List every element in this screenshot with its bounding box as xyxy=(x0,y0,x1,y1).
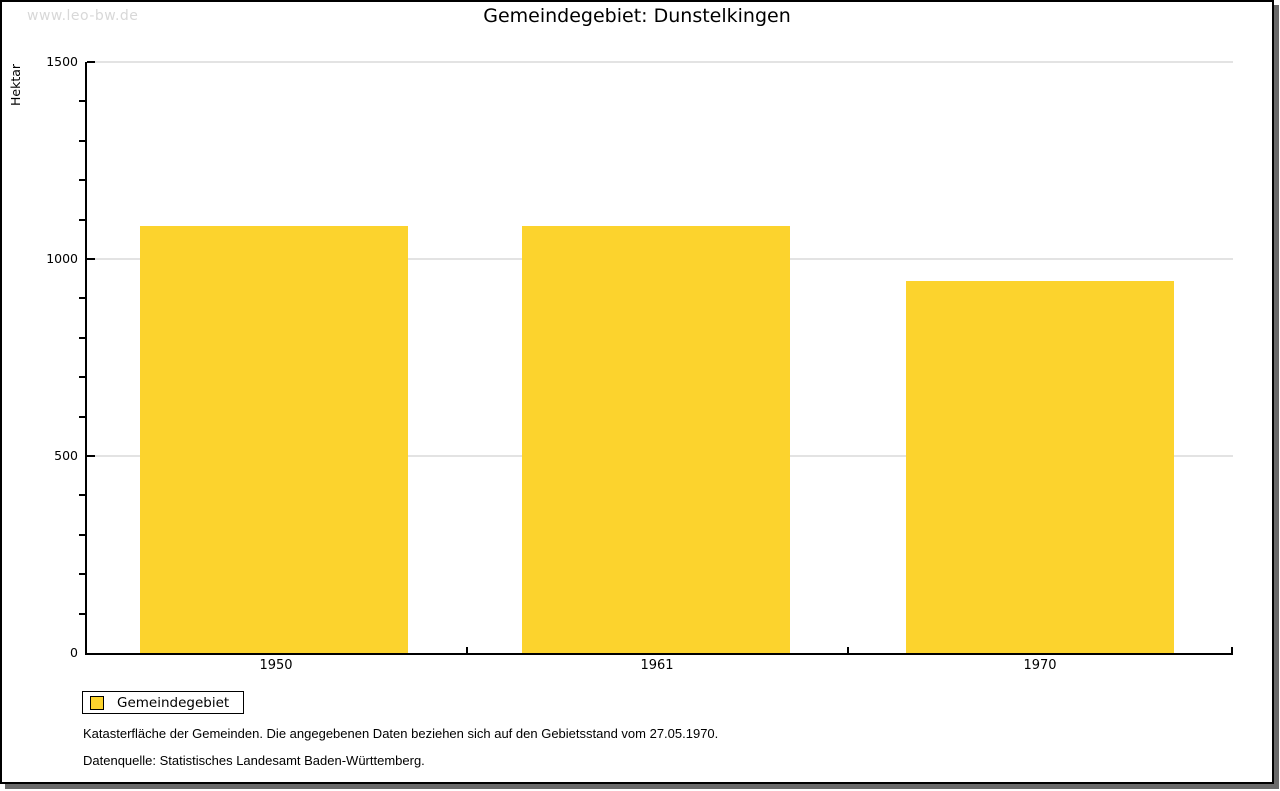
gridline xyxy=(87,61,1233,63)
x-axis-line xyxy=(85,653,1233,655)
y-minor-tick xyxy=(79,573,85,576)
x-tick-label: 1950 xyxy=(259,658,293,673)
footnote-description: Katasterfläche der Gemeinden. Die angege… xyxy=(83,726,719,741)
y-axis-line xyxy=(85,62,87,655)
y-minor-tick xyxy=(79,179,85,182)
legend-swatch-icon xyxy=(90,695,104,710)
y-minor-tick xyxy=(79,218,85,221)
y-minor-tick xyxy=(79,415,85,418)
x-axis-separator-tick xyxy=(466,647,468,653)
y-minor-tick xyxy=(79,494,85,497)
y-tick-label: 1500 xyxy=(46,54,78,69)
chart-title: Gemeindegebiet: Dunstelkingen xyxy=(483,5,791,27)
y-minor-tick xyxy=(79,100,85,103)
legend: Gemeindegebiet xyxy=(82,691,245,714)
y-minor-tick xyxy=(79,139,85,142)
bar-1961 xyxy=(522,226,790,653)
y-major-tick xyxy=(87,455,95,457)
y-axis-title: Hektar xyxy=(8,63,23,106)
y-minor-tick xyxy=(79,336,85,339)
x-tick-label: 1961 xyxy=(640,658,674,673)
y-minor-tick xyxy=(79,376,85,379)
y-minor-tick xyxy=(79,297,85,300)
y-major-tick xyxy=(87,258,95,260)
y-tick-label: 500 xyxy=(54,448,78,463)
y-tick-label: 0 xyxy=(70,645,78,660)
bar-1970 xyxy=(906,280,1174,653)
y-tick-label: 1000 xyxy=(46,251,78,266)
legend-label: Gemeindegebiet xyxy=(117,694,230,711)
footnote-source: Datenquelle: Statistisches Landesamt Bad… xyxy=(83,753,425,768)
y-major-tick xyxy=(87,61,95,63)
y-minor-tick xyxy=(79,533,85,536)
x-tick-label: 1970 xyxy=(1023,658,1057,673)
y-minor-tick xyxy=(79,612,85,615)
x-axis-end-tick xyxy=(1231,647,1233,653)
watermark-url: www.leo-bw.de xyxy=(27,8,139,24)
x-axis-separator-tick xyxy=(847,647,849,653)
bar-1950 xyxy=(140,226,408,653)
